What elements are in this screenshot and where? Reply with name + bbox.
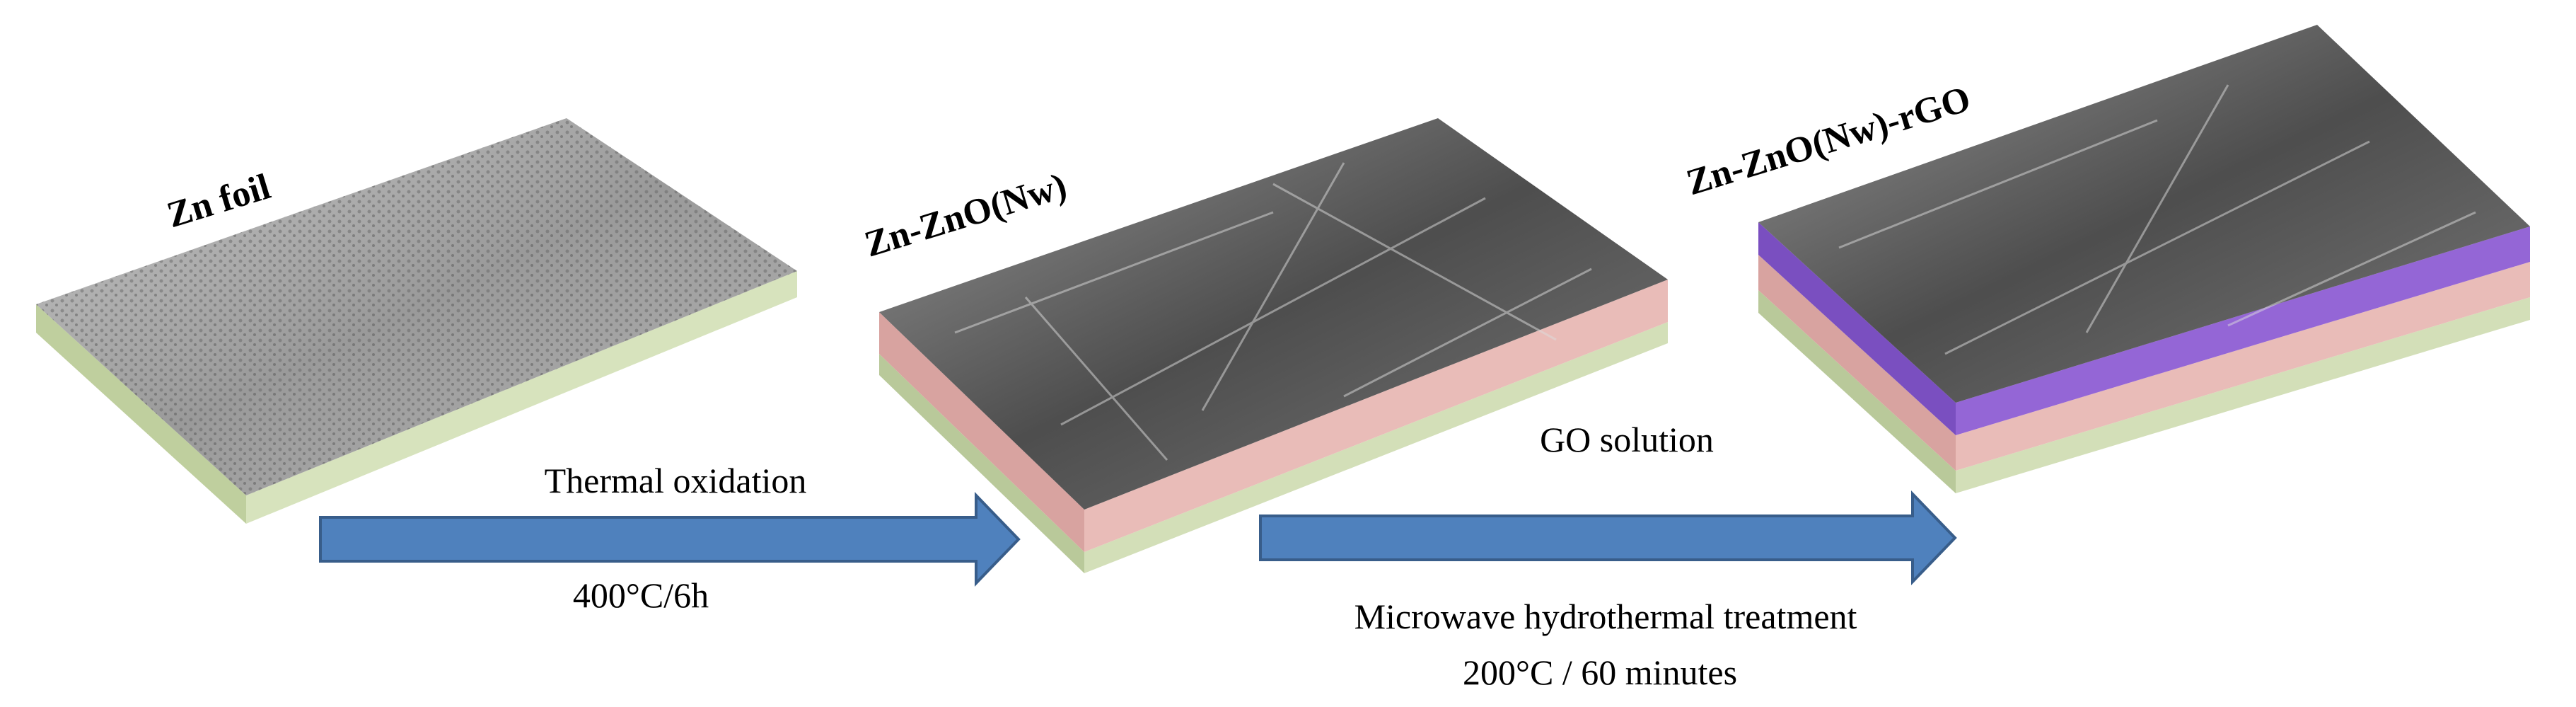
stage-label: Zn-ZnO(Nw) xyxy=(860,166,1072,265)
nanowires xyxy=(954,162,1592,461)
step-caption: GO solution xyxy=(1540,420,1714,459)
step-caption: Microwave hydrothermal treatment xyxy=(1354,597,1857,636)
step-caption: Thermal oxidation xyxy=(545,461,807,500)
step-caption: 200°C / 60 minutes xyxy=(1463,653,1737,692)
process-arrow xyxy=(319,492,1021,587)
stage-label: Zn foil xyxy=(163,166,275,236)
nanowires xyxy=(1838,84,2476,355)
zn-zno-slab xyxy=(879,118,1668,573)
step-caption: 400°C/6h xyxy=(573,575,709,615)
zn-zno-rgo-slab xyxy=(1758,25,2530,493)
process-arrow xyxy=(1259,490,1957,585)
zn-foil-slab xyxy=(36,118,797,524)
